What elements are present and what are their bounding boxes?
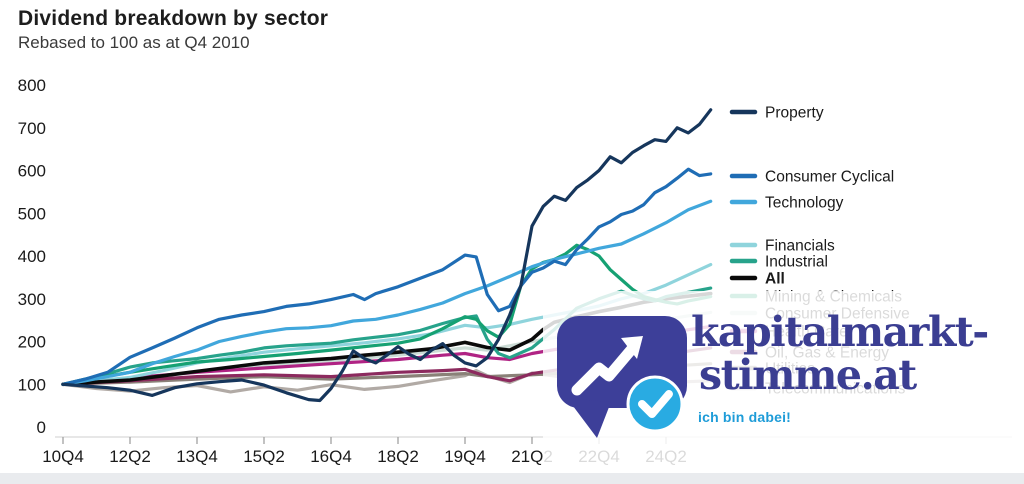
y-axis-label: 800 xyxy=(18,76,46,95)
x-axis-label: 10Q4 xyxy=(42,447,84,466)
chart-header: Dividend breakdown by sector Rebased to … xyxy=(18,6,328,54)
legend-label-technology: Technology xyxy=(765,195,844,212)
x-axis-label: 13Q4 xyxy=(176,447,218,466)
y-axis-label: 700 xyxy=(18,119,46,138)
x-axis-label: 18Q2 xyxy=(377,447,419,466)
watermark-backdrop xyxy=(543,291,1024,473)
x-axis-label: 15Q2 xyxy=(243,447,285,466)
series-line-consumer_cyclical xyxy=(61,167,713,386)
x-axis-label: 16Q4 xyxy=(310,447,352,466)
x-axis-label: 19Q4 xyxy=(444,447,486,466)
x-axis-label: 21Q2 xyxy=(511,447,553,466)
y-axis-label: 200 xyxy=(18,333,46,352)
series-line-technology xyxy=(61,199,713,386)
bottom-strip xyxy=(0,473,1024,484)
legend-label-consumer_cyclical: Consumer Cyclical xyxy=(765,169,894,186)
page-title: Dividend breakdown by sector xyxy=(18,7,329,30)
y-axis-label: 0 xyxy=(37,418,46,437)
legend-label-property: Property xyxy=(765,105,824,122)
legend-label-financials: Financials xyxy=(765,238,835,255)
y-axis-label: 500 xyxy=(18,204,46,223)
x-axis-label: 12Q2 xyxy=(109,447,151,466)
legend-label-industrial: Industrial xyxy=(765,254,828,271)
y-axis-label: 300 xyxy=(18,290,46,309)
y-axis-label: 100 xyxy=(18,375,46,394)
legend-label-all: All xyxy=(765,271,785,288)
page-subtitle: Rebased to 100 as at Q4 2010 xyxy=(18,33,250,52)
y-axis-label: 400 xyxy=(18,247,46,266)
y-axis-label: 600 xyxy=(18,162,46,181)
series-line-property xyxy=(61,108,713,403)
